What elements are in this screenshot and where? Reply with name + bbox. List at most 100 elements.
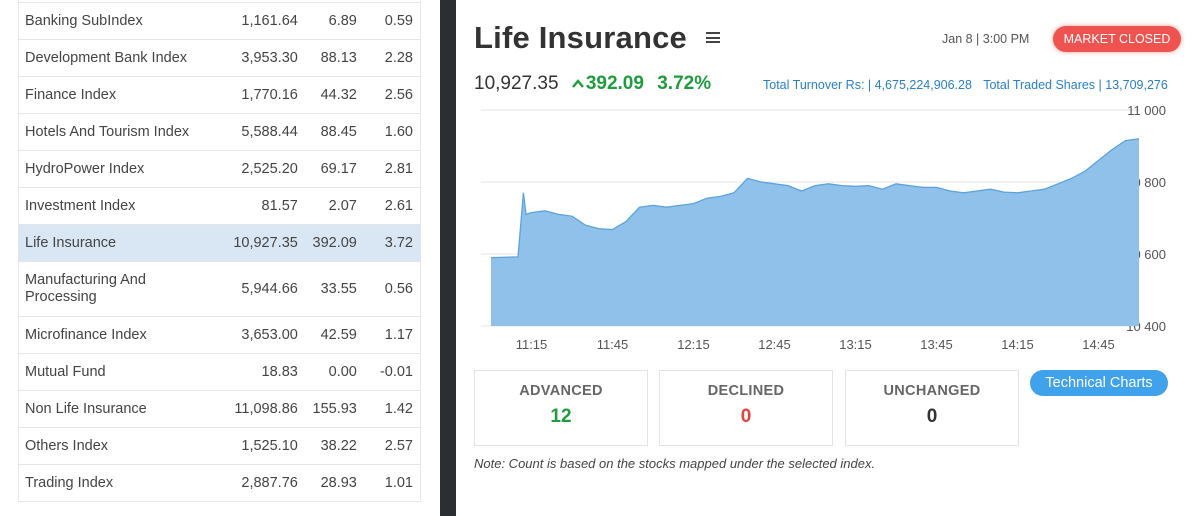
index-value: 81.57 xyxy=(261,198,298,214)
panel-divider xyxy=(440,0,456,516)
index-change-percent: 3.72% xyxy=(657,73,712,94)
index-row[interactable]: Microfinance Index 3,653.00 42.59 1.17 xyxy=(18,316,421,354)
index-change: 28.93 xyxy=(320,475,357,491)
hamburger-menu-icon[interactable] xyxy=(706,32,720,44)
index-name: Hotels And Tourism Index xyxy=(25,123,190,140)
index-change: 44.32 xyxy=(320,87,357,103)
index-row[interactable]: Mutual Fund 18.83 0.00 -0.01 xyxy=(18,353,421,391)
price-row: 10,927.35 392.09 3.72% xyxy=(474,73,711,95)
index-row[interactable]: Life Insurance 10,927.35 392.09 3.72 xyxy=(18,224,421,262)
index-percent-change: 3.72 xyxy=(356,224,421,262)
index-change: 155.93 xyxy=(312,401,357,417)
index-value: 3,653.00 xyxy=(241,327,298,343)
technical-charts-button[interactable]: Technical Charts xyxy=(1030,370,1168,396)
index-percent-change: 0.59 xyxy=(384,13,413,29)
x-tick-label: 11:45 xyxy=(597,337,629,352)
series-area xyxy=(491,138,1139,326)
index-change: 42.59 xyxy=(320,327,357,343)
index-change: 0.00 xyxy=(328,364,357,380)
index-name: Non Life Insurance xyxy=(25,400,147,417)
index-percent-change: 2.61 xyxy=(384,198,413,214)
index-percent-change: 2.57 xyxy=(384,438,413,454)
x-tick-label: 12:15 xyxy=(677,337,710,352)
x-tick-label: 13:45 xyxy=(920,337,953,352)
index-change-value: 392.09 xyxy=(585,73,644,94)
table-left-border xyxy=(18,0,19,500)
advanced-value: 12 xyxy=(550,406,572,427)
index-percent-change: 1.01 xyxy=(384,475,413,491)
index-row[interactable]: Development Bank Index 3,953.30 88.13 2.28 xyxy=(18,39,421,77)
index-name: HydroPower Index xyxy=(25,160,145,177)
index-change: 88.13 xyxy=(320,50,357,66)
table-right-border xyxy=(420,0,421,500)
index-value: 11,098.86 xyxy=(234,401,298,417)
index-percent-change: 2.28 xyxy=(384,50,413,66)
index-value: 5,588.44 xyxy=(241,124,298,140)
index-percent-change: 1.42 xyxy=(384,401,413,417)
index-percent-change: 1.60 xyxy=(384,124,413,140)
index-change: 392.09 xyxy=(571,73,644,94)
total-traded-shares: Total Traded Shares | 13,709,276 xyxy=(983,78,1168,92)
index-change: 2.07 xyxy=(328,198,357,214)
index-percent-change: -0.01 xyxy=(379,364,413,380)
index-row[interactable]: HydroPower Index 2,525.20 69.17 2.81 xyxy=(18,150,421,188)
index-name: Finance Index xyxy=(25,86,117,103)
index-value: 1,161.64 xyxy=(241,13,298,29)
declined-card: DECLINED 0 xyxy=(659,370,833,446)
series-line xyxy=(490,138,1140,259)
index-value: 5,944.66 xyxy=(241,281,298,297)
count-note: Note: Count is based on the stocks mappe… xyxy=(474,456,876,471)
x-tick-label: 14:45 xyxy=(1082,337,1115,352)
x-tick-label: 14:15 xyxy=(1001,337,1034,352)
index-detail-panel: Life Insurance Jan 8 | 3:00 PM MARKET CL… xyxy=(456,0,1200,516)
index-change: 38.22 xyxy=(320,438,357,454)
index-percent-change: 2.81 xyxy=(384,161,413,177)
index-percent-change: 0.56 xyxy=(384,281,413,297)
declined-value: 0 xyxy=(740,406,752,427)
index-row[interactable]: Manufacturing And Processing 5,944.66 33.5… xyxy=(18,261,421,317)
unchanged-value: 0 xyxy=(926,406,938,427)
index-value: 10,927.35 xyxy=(221,224,298,262)
index-row[interactable]: Finance Index 1,770.16 44.32 2.56 xyxy=(18,76,421,114)
up-caret-icon xyxy=(571,79,584,88)
index-change: 33.55 xyxy=(320,281,357,297)
index-name: Life Insurance xyxy=(18,224,222,262)
advanced-card: ADVANCED 12 xyxy=(474,370,648,446)
declined-label: DECLINED xyxy=(707,383,785,399)
x-tick-label: 11:15 xyxy=(516,337,548,352)
index-title: Life Insurance xyxy=(474,20,687,55)
index-row[interactable]: Trading Index 2,887.76 28.93 1.01 xyxy=(18,464,421,502)
y-tick-label: 11 000 xyxy=(1127,103,1166,118)
index-list-panel: Banking SubIndex 1,161.64 6.89 0.59 Developm… xyxy=(0,0,440,516)
index-change: 69.17 xyxy=(320,161,357,177)
index-name: Investment Index xyxy=(25,197,136,214)
advanced-label: ADVANCED xyxy=(519,383,603,399)
unchanged-label: UNCHANGED xyxy=(883,383,981,399)
x-tick-label: 13:15 xyxy=(839,337,872,352)
index-value: 18.83 xyxy=(261,364,298,380)
index-value: 2,525.20 xyxy=(241,161,298,177)
index-value: 1,525.10 xyxy=(241,438,298,454)
index-name: Trading Index xyxy=(25,474,114,491)
index-change: 6.89 xyxy=(328,13,357,29)
index-change: 392.09 xyxy=(297,224,357,262)
index-row[interactable]: Banking SubIndex 1,161.64 6.89 0.59 xyxy=(18,2,421,40)
total-turnover: Total Turnover Rs: | 4,675,224,906.28 xyxy=(763,78,972,92)
index-value: 3,953.30 xyxy=(241,50,298,66)
turnover-info: Total Turnover Rs: | 4,675,224,906.28 To… xyxy=(763,78,1176,92)
index-row[interactable]: Investment Index 81.57 2.07 2.61 xyxy=(18,187,421,225)
index-price: 10,927.35 xyxy=(474,73,559,94)
market-status-badge: MARKET CLOSED xyxy=(1053,26,1181,52)
index-row[interactable]: Non Life Insurance 11,098.86 155.93 1.42 xyxy=(18,390,421,428)
index-value: 1,770.16 xyxy=(241,87,298,103)
index-row[interactable]: Others Index 1,525.10 38.22 2.57 xyxy=(18,427,421,465)
unchanged-card: UNCHANGED 0 xyxy=(845,370,1019,446)
index-percent-change: 2.56 xyxy=(384,87,413,103)
index-table: Banking SubIndex 1,161.64 6.89 0.59 Developm… xyxy=(18,2,421,502)
index-value: 2,887.76 xyxy=(241,475,298,491)
index-name: Mutual Fund xyxy=(25,363,106,380)
index-row[interactable]: Hotels And Tourism Index 5,588.44 88.45 1.6… xyxy=(18,113,421,151)
index-name: Manufacturing And Processing xyxy=(25,272,146,305)
